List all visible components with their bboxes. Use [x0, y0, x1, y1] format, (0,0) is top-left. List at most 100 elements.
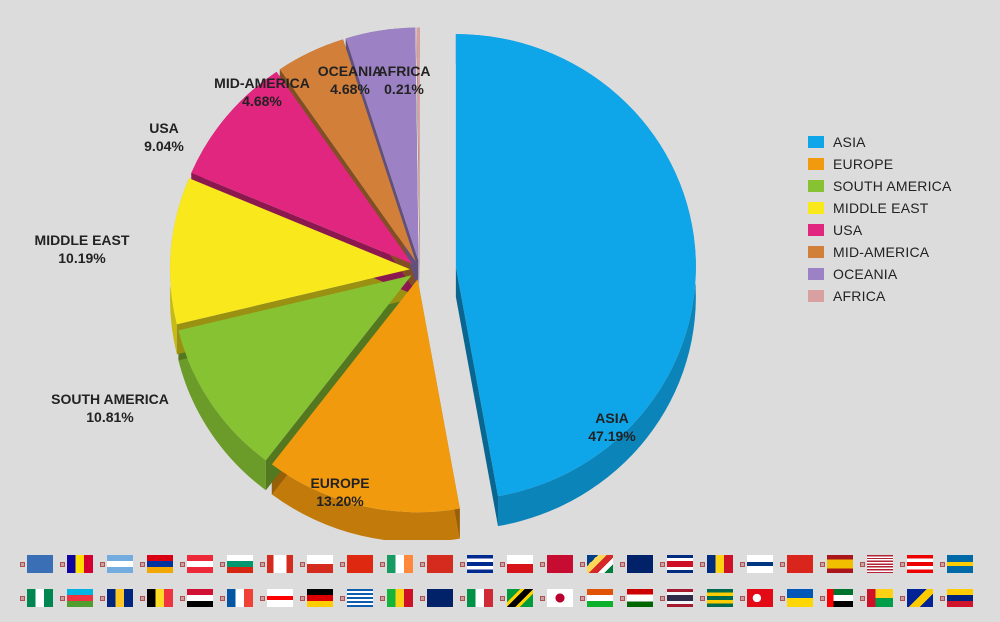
legend-swatch	[808, 180, 824, 192]
slice-value-label: 10.19%	[58, 250, 106, 266]
legend-label: OCEANIA	[833, 266, 898, 282]
bullet-dot	[660, 596, 665, 601]
flag-cell	[220, 587, 260, 611]
flag-strip	[20, 553, 980, 613]
flag-cell	[620, 553, 660, 577]
flag-vietnam-icon	[787, 555, 813, 573]
bullet-dot	[300, 596, 305, 601]
bullet-dot	[540, 596, 545, 601]
flag-cell	[860, 587, 900, 611]
bullet-dot	[340, 562, 345, 567]
flag-germany-icon	[307, 589, 333, 607]
flag-cell	[620, 587, 660, 611]
flag-cell	[380, 553, 420, 577]
flag-cell	[900, 553, 940, 577]
bullet-dot	[60, 562, 65, 567]
flag-cell	[140, 587, 180, 611]
slice-mid-america	[279, 39, 416, 262]
flag-spain-icon	[827, 555, 853, 573]
legend-item-europe: EUROPE	[808, 155, 952, 173]
slice-category-label: OCEANIA	[318, 63, 383, 79]
legend-item-oceania: OCEANIA	[808, 265, 952, 283]
slice-wall-south-america	[178, 330, 266, 491]
bullet-dot	[500, 562, 505, 567]
flag-mali-icon	[387, 589, 413, 607]
flag-denmark-icon	[547, 555, 573, 573]
flag-sudan-icon	[187, 589, 213, 607]
flag-cell	[460, 553, 500, 577]
slice-category-label: MID-AMERICA	[214, 75, 310, 91]
flag-czechia-icon	[507, 555, 533, 573]
slice-middle-east	[170, 178, 411, 325]
bullet-dot	[940, 562, 945, 567]
bullet-dot	[180, 596, 185, 601]
flag-turkey-icon	[747, 589, 773, 607]
bullet-dot	[460, 562, 465, 567]
flag-cell	[180, 553, 220, 577]
flag-cell	[780, 587, 820, 611]
legend-swatch	[808, 136, 824, 148]
flag-cell	[300, 587, 340, 611]
flag-cell	[820, 587, 860, 611]
flag-jamaica-icon	[507, 589, 533, 607]
bullet-dot	[100, 596, 105, 601]
flag-cell	[500, 587, 540, 611]
flag-cell	[500, 553, 540, 577]
bullet-dot	[220, 562, 225, 567]
flag-cell	[300, 553, 340, 577]
flag-cell	[740, 553, 780, 577]
bullet-dot	[420, 562, 425, 567]
slice-category-label: USA	[149, 120, 179, 136]
legend-item-middle-east: MIDDLE EAST	[808, 199, 952, 217]
flag-cell	[540, 587, 580, 611]
bullet-dot	[580, 596, 585, 601]
flag-cell	[660, 553, 700, 577]
flag-thailand-icon	[667, 589, 693, 607]
bullet-dot	[260, 596, 265, 601]
flag-armenia-icon	[147, 555, 173, 573]
flag-france-icon	[227, 589, 253, 607]
legend-label: ASIA	[833, 134, 866, 150]
bullet-dot	[20, 596, 25, 601]
slice-category-label: ASIA	[595, 410, 628, 426]
flag-azerbaijan-icon	[67, 589, 93, 607]
flag-austria-icon	[187, 555, 213, 573]
bullet-dot	[700, 562, 705, 567]
flag-togo-icon	[707, 589, 733, 607]
bullet-dot	[540, 562, 545, 567]
flag-cell	[860, 553, 900, 577]
bullet-dot	[620, 562, 625, 567]
bullet-dot	[380, 596, 385, 601]
bullet-dot	[860, 596, 865, 601]
slice-wall-europe	[271, 464, 460, 540]
flag-bulgaria-icon	[227, 555, 253, 573]
bullet-dot	[940, 596, 945, 601]
legend-swatch	[808, 158, 824, 170]
slice-value-label: 4.68%	[242, 93, 282, 109]
flag-china-icon	[347, 555, 373, 573]
bullet-dot	[220, 596, 225, 601]
bullet-dot	[260, 562, 265, 567]
slice-top-layer	[170, 27, 696, 513]
slice-value-label: 4.68%	[330, 81, 370, 97]
flag-finland-icon	[747, 555, 773, 573]
flag-cell	[100, 553, 140, 577]
flag-cell	[700, 553, 740, 577]
flag-nigeria-icon	[27, 589, 53, 607]
bullet-dot	[860, 562, 865, 567]
bullet-dot	[700, 596, 705, 601]
flag-barbados-icon	[107, 589, 133, 607]
flag-uae-icon	[827, 589, 853, 607]
flag-australia-icon	[627, 555, 653, 573]
flag-puerto-rico-icon	[907, 555, 933, 573]
flag-cell	[420, 553, 460, 577]
slice-value-label: 9.04%	[144, 138, 184, 154]
flag-cell	[260, 553, 300, 577]
slice-value-label: 47.19%	[588, 428, 636, 444]
slice-category-label: AFRICA	[378, 63, 431, 79]
legend-swatch	[808, 290, 824, 302]
bullet-dot	[140, 562, 145, 567]
legend-swatch	[808, 268, 824, 280]
flag-seychelles-icon	[587, 555, 613, 573]
legend-label: MID-AMERICA	[833, 244, 930, 260]
